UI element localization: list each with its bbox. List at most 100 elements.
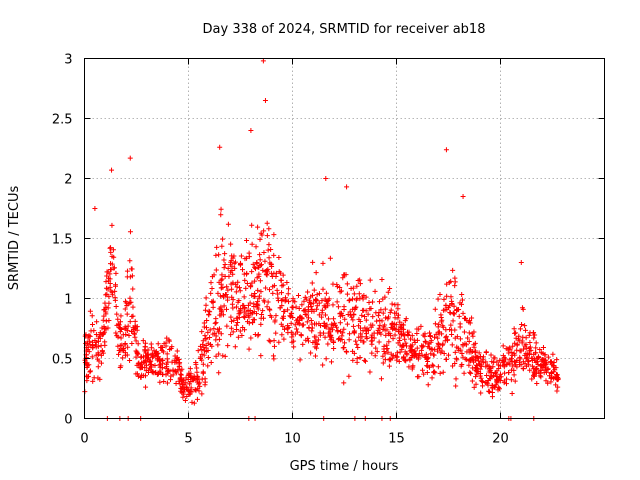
data-point xyxy=(285,307,291,313)
data-point xyxy=(402,318,408,324)
data-point xyxy=(206,311,212,317)
data-point xyxy=(329,321,335,327)
data-point xyxy=(288,314,294,320)
data-point xyxy=(209,274,215,280)
data-point xyxy=(409,366,415,372)
data-point xyxy=(84,340,90,346)
data-point xyxy=(127,319,133,325)
data-point xyxy=(155,341,161,347)
peak-point xyxy=(127,155,133,161)
data-point xyxy=(370,299,376,305)
peak-point xyxy=(460,194,466,199)
data-point xyxy=(491,355,497,361)
data-point xyxy=(423,351,429,357)
data-point xyxy=(513,330,519,336)
data-point xyxy=(123,326,129,332)
data-point xyxy=(452,279,458,285)
data-point xyxy=(152,363,158,369)
data-point xyxy=(276,255,282,261)
data-point xyxy=(338,288,344,294)
data-point xyxy=(363,294,369,300)
data-point xyxy=(304,312,310,318)
data-point xyxy=(273,313,279,319)
data-point xyxy=(361,339,367,345)
data-point xyxy=(346,373,352,379)
data-point xyxy=(302,307,308,313)
data-point xyxy=(383,332,389,338)
data-point xyxy=(537,347,543,353)
data-point xyxy=(427,333,433,339)
data-point xyxy=(554,357,560,363)
data-point xyxy=(366,300,372,306)
data-point xyxy=(87,342,93,348)
data-point xyxy=(527,340,533,346)
data-point xyxy=(204,317,210,323)
data-point xyxy=(553,372,559,378)
data-point xyxy=(189,399,195,405)
data-point xyxy=(274,287,280,293)
data-point xyxy=(543,378,549,384)
data-point xyxy=(376,310,382,316)
data-point xyxy=(243,271,249,277)
data-point xyxy=(523,356,529,362)
data-point xyxy=(221,303,227,309)
data-point xyxy=(533,359,539,365)
data-point xyxy=(514,347,520,353)
data-point xyxy=(450,267,456,273)
data-point xyxy=(224,294,230,300)
data-point xyxy=(380,360,386,366)
data-point xyxy=(180,394,186,400)
data-point xyxy=(157,368,163,374)
data-point xyxy=(361,357,367,363)
data-point xyxy=(444,281,450,287)
data-point xyxy=(512,330,518,336)
data-point xyxy=(241,306,247,312)
data-point xyxy=(354,283,360,289)
data-point xyxy=(509,358,515,364)
data-point xyxy=(531,335,537,341)
data-point xyxy=(216,329,222,335)
data-point xyxy=(258,353,264,359)
data-point xyxy=(533,340,539,346)
data-point xyxy=(438,314,444,320)
data-point xyxy=(215,342,221,348)
data-point xyxy=(357,281,363,287)
data-point xyxy=(107,271,113,277)
data-point xyxy=(128,299,134,305)
x-tick-label: 5 xyxy=(184,432,192,447)
data-point xyxy=(497,357,503,363)
data-point xyxy=(543,369,549,375)
data-point xyxy=(194,396,200,402)
data-point xyxy=(432,306,438,312)
data-point xyxy=(251,293,257,299)
data-point xyxy=(385,316,391,322)
data-point xyxy=(135,341,141,347)
data-point xyxy=(151,348,157,354)
data-point xyxy=(528,347,534,353)
data-point xyxy=(186,391,192,397)
data-point xyxy=(203,335,209,341)
data-point xyxy=(199,391,205,397)
data-point xyxy=(260,308,266,314)
data-point xyxy=(100,332,106,338)
data-point xyxy=(143,384,149,390)
data-point xyxy=(188,385,194,391)
data-point xyxy=(264,220,270,226)
data-point xyxy=(554,388,560,394)
data-point xyxy=(511,350,517,356)
data-point xyxy=(523,335,529,341)
data-point xyxy=(507,346,513,352)
data-point xyxy=(84,360,90,366)
data-point xyxy=(253,244,259,250)
data-point xyxy=(128,266,134,272)
data-point xyxy=(291,344,297,350)
data-point xyxy=(202,333,208,339)
data-point xyxy=(469,315,475,321)
data-point xyxy=(494,380,500,386)
data-point xyxy=(430,363,436,369)
data-point xyxy=(349,314,355,320)
data-point xyxy=(527,344,533,350)
data-point xyxy=(419,344,425,350)
data-point xyxy=(533,345,539,351)
data-point xyxy=(127,229,133,235)
